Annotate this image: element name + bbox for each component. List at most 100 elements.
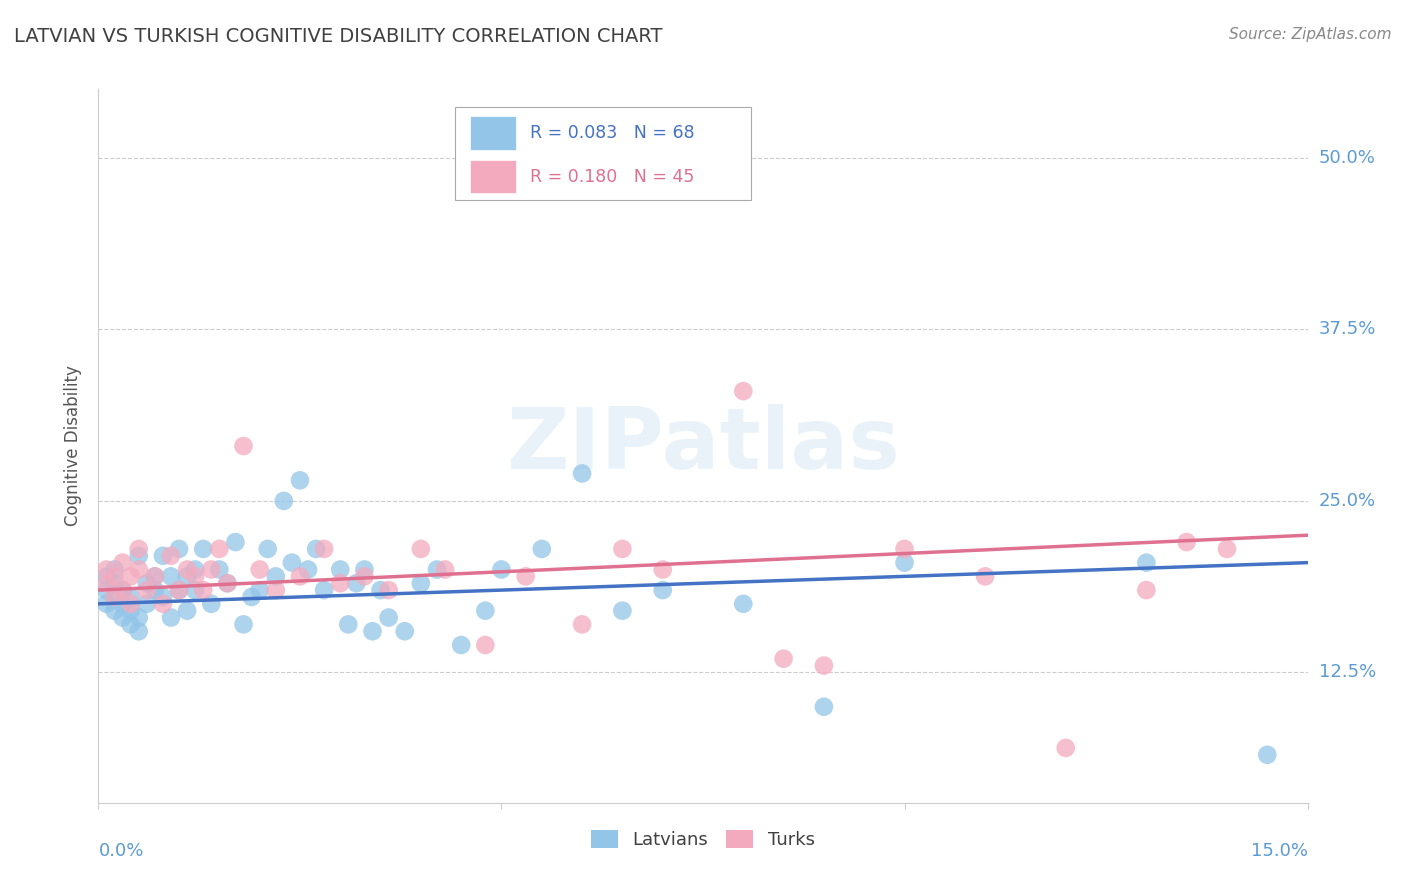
Legend: Latvians, Turks: Latvians, Turks <box>582 821 824 858</box>
Point <box>474 604 496 618</box>
Point <box>394 624 416 639</box>
Point <box>273 494 295 508</box>
Point <box>160 569 183 583</box>
Point <box>813 658 835 673</box>
Point <box>96 569 118 583</box>
Point <box>103 562 125 576</box>
Point <box>974 569 997 583</box>
Text: 25.0%: 25.0% <box>1319 491 1376 510</box>
Point <box>370 583 392 598</box>
Point <box>135 583 157 598</box>
Point <box>1135 556 1157 570</box>
Point <box>1216 541 1239 556</box>
Point <box>96 597 118 611</box>
Point <box>288 569 311 583</box>
Point <box>120 590 142 604</box>
FancyBboxPatch shape <box>470 116 516 150</box>
Point <box>96 562 118 576</box>
Point <box>103 590 125 604</box>
Point <box>329 576 352 591</box>
Point <box>120 617 142 632</box>
Point <box>434 562 457 576</box>
Point <box>329 562 352 576</box>
Point <box>111 556 134 570</box>
Point <box>651 583 673 598</box>
Point <box>281 556 304 570</box>
Point <box>120 569 142 583</box>
Text: Source: ZipAtlas.com: Source: ZipAtlas.com <box>1229 27 1392 42</box>
Point <box>200 597 222 611</box>
Point <box>176 604 198 618</box>
Point <box>249 583 271 598</box>
Point <box>232 439 254 453</box>
Point <box>224 535 246 549</box>
Point <box>353 562 375 576</box>
Point <box>143 569 166 583</box>
Point <box>361 624 384 639</box>
Point <box>193 541 215 556</box>
Point <box>450 638 472 652</box>
Point <box>232 617 254 632</box>
Point <box>1256 747 1278 762</box>
Point <box>264 583 287 598</box>
Point <box>426 562 449 576</box>
Point <box>409 576 432 591</box>
Point <box>176 569 198 583</box>
Point <box>184 569 207 583</box>
Point <box>167 583 190 598</box>
Point <box>96 576 118 591</box>
Point <box>128 541 150 556</box>
Point <box>314 541 336 556</box>
Point <box>167 583 190 598</box>
Point <box>128 562 150 576</box>
Text: 15.0%: 15.0% <box>1250 842 1308 860</box>
Point <box>96 583 118 598</box>
Point <box>128 624 150 639</box>
Point <box>571 617 593 632</box>
Point <box>152 549 174 563</box>
Point <box>120 597 142 611</box>
Point <box>515 569 537 583</box>
Point <box>1175 535 1198 549</box>
Text: 37.5%: 37.5% <box>1319 320 1376 338</box>
Point <box>1135 583 1157 598</box>
Point <box>152 597 174 611</box>
Point <box>103 590 125 604</box>
Text: LATVIAN VS TURKISH COGNITIVE DISABILITY CORRELATION CHART: LATVIAN VS TURKISH COGNITIVE DISABILITY … <box>14 27 662 45</box>
Y-axis label: Cognitive Disability: Cognitive Disability <box>65 366 83 526</box>
Point <box>651 562 673 576</box>
Point <box>217 576 239 591</box>
Point <box>208 562 231 576</box>
Point <box>249 562 271 576</box>
Point <box>474 638 496 652</box>
Point <box>143 569 166 583</box>
Point <box>409 541 432 556</box>
FancyBboxPatch shape <box>470 160 516 194</box>
Point <box>612 541 634 556</box>
Text: R = 0.083   N = 68: R = 0.083 N = 68 <box>530 124 695 142</box>
FancyBboxPatch shape <box>456 107 751 200</box>
Point <box>152 590 174 604</box>
Point <box>200 562 222 576</box>
Point <box>344 576 367 591</box>
Point <box>128 610 150 624</box>
Point <box>135 597 157 611</box>
Point <box>217 576 239 591</box>
Point <box>1054 740 1077 755</box>
Point <box>193 583 215 598</box>
Point <box>208 541 231 556</box>
Point <box>264 569 287 583</box>
Point <box>240 590 263 604</box>
Point <box>305 541 328 556</box>
Point <box>612 604 634 618</box>
Point <box>813 699 835 714</box>
Point <box>143 583 166 598</box>
Point <box>893 541 915 556</box>
Point <box>297 562 319 576</box>
Point <box>176 562 198 576</box>
Point <box>103 569 125 583</box>
Point <box>377 583 399 598</box>
Point <box>111 583 134 598</box>
Point <box>288 473 311 487</box>
Point <box>128 549 150 563</box>
